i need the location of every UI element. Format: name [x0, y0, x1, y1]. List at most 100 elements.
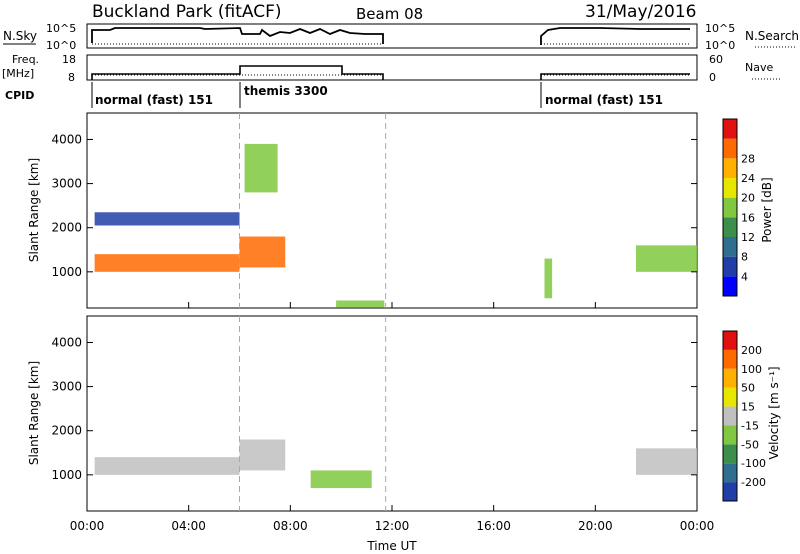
- colorbar-frame: [722, 118, 738, 297]
- nsky-label: N.Sky: [3, 29, 37, 43]
- velocity-frame: [86, 315, 698, 512]
- nsky-right-tick-top: 10^5: [705, 22, 735, 35]
- echo-region-2: [239, 236, 286, 268]
- nave-label: Nave: [745, 61, 773, 74]
- colorbar-segment: [723, 331, 737, 350]
- nsky-frame: [86, 23, 698, 49]
- echo-region-1: [94, 212, 240, 226]
- y-tick-label: 4000: [51, 335, 82, 349]
- colorbar-segment: [723, 217, 737, 237]
- colorbar-tick-label: 50: [741, 382, 755, 395]
- echo-region-1: [239, 439, 286, 471]
- colorbar-segment: [723, 178, 737, 198]
- colorbar-segment: [723, 368, 737, 388]
- colorbar-segment: [723, 119, 737, 139]
- colorbar-segment: [723, 349, 737, 369]
- echo-region-6: [636, 245, 697, 272]
- colorbar-segment: [723, 482, 737, 501]
- freq-left-tick-bottom: 8: [68, 71, 75, 84]
- colorbar-frame: [722, 330, 738, 502]
- y-tick-label: 3000: [51, 380, 82, 394]
- velocity-y-label: Slant Range [km]: [27, 361, 41, 465]
- cpid-segment-3: normal (fast) 151: [545, 93, 663, 107]
- colorbar-segment: [723, 444, 737, 464]
- power-colorbar-label: Power [dB]: [760, 177, 774, 242]
- x-tick-label: 12:00: [375, 519, 410, 533]
- colorbar-tick-label: 4: [741, 270, 748, 283]
- power-panel: 1000 2000 3000 4000 Slant Range [km] 4 8 12 16…: [27, 112, 774, 309]
- cpid-label: CPID: [5, 89, 34, 102]
- velocity-colorbar: 200 100 50 15 -15 -50 -100 -200: [722, 330, 766, 502]
- nsky-panel: N.Sky 10^5 10^0 10^5 10^0 N.Search: [3, 22, 799, 52]
- echo-region-0: [94, 457, 240, 475]
- nsky-trace-2: [540, 27, 690, 45]
- velocity-panel: 1000 2000 3000 4000 Slant Range [km] 200 100…: [27, 315, 781, 512]
- colorbar-segment: [723, 256, 737, 277]
- colorbar-tick-label: 16: [741, 211, 755, 224]
- colorbar-segment: [723, 237, 737, 257]
- y-tick-label: 3000: [51, 177, 82, 191]
- x-tick-label: 20:00: [578, 519, 613, 533]
- velocity-cells: [94, 316, 697, 511]
- cpid-panel: CPID normal (fast) 151 themis 3300 norma…: [5, 82, 663, 108]
- x-axis: 00:00 04:00 08:00 12:00 16:00 20:00 00:00: [70, 302, 714, 533]
- x-tick-label: 04:00: [171, 519, 206, 533]
- colorbar-tick-label: 12: [741, 231, 755, 244]
- colorbar-segment: [723, 463, 737, 483]
- colorbar-tick-label: 8: [741, 251, 748, 264]
- colorbar-tick-label: -50: [741, 438, 759, 451]
- colorbar-segment: [723, 138, 737, 159]
- power-colorbar: 4 8 12 16 20 24 28: [722, 118, 755, 297]
- power-frame: [86, 112, 698, 309]
- power-y-label: Slant Range [km]: [27, 158, 41, 262]
- colorbar-tick-label: -15: [741, 419, 759, 432]
- colorbar-segment: [723, 197, 737, 218]
- station-title: Buckland Park (fitACF): [92, 2, 282, 22]
- freq-label-2: [MHz]: [2, 67, 34, 80]
- colorbar-segment: [723, 387, 737, 407]
- echo-region-2: [310, 470, 372, 489]
- freq-trace-2: [540, 73, 690, 80]
- cpid-segment-1: normal (fast) 151: [95, 93, 213, 107]
- colorbar-tick-label: 200: [741, 344, 762, 357]
- echo-region-5: [544, 258, 553, 299]
- x-tick-label: 16:00: [476, 519, 511, 533]
- colorbar-tick-label: -200: [741, 476, 766, 489]
- x-tick-label: 00:00: [70, 519, 105, 533]
- velocity-colorbar-label: Velocity [m s⁻¹]: [767, 366, 781, 459]
- freq-left-tick-top: 18: [62, 53, 76, 66]
- power-cells: [94, 113, 697, 308]
- y-tick-label: 1000: [51, 468, 82, 482]
- nsky-left-tick-top: 10^5: [46, 22, 76, 35]
- echo-region-0: [94, 254, 240, 272]
- freq-right-tick-bottom: 0: [709, 71, 716, 84]
- echo-region-4: [336, 300, 385, 308]
- colorbar-tick-label: 15: [741, 401, 755, 414]
- date-title: 31/May/2016: [585, 2, 697, 22]
- velocity-y-axis: 1000 2000 3000 4000: [51, 335, 697, 482]
- nsky-trace-1: [91, 27, 384, 44]
- freq-right-tick-top: 60: [709, 53, 723, 66]
- echo-region-3: [636, 448, 697, 475]
- freq-trace-1: [91, 65, 384, 80]
- y-tick-label: 4000: [51, 132, 82, 146]
- colorbar-tick-label: 24: [741, 172, 755, 185]
- beam-title: Beam 08: [356, 5, 423, 23]
- nsearch-label: N.Search: [745, 29, 799, 43]
- y-tick-label: 1000: [51, 265, 82, 279]
- nsky-left-tick-bottom: 10^0: [46, 39, 76, 52]
- colorbar-segment: [723, 276, 737, 296]
- freq-label-1: Freq.: [12, 53, 39, 66]
- y-tick-label: 2000: [51, 221, 82, 235]
- x-axis-label: Time UT: [366, 539, 417, 553]
- colorbar-segment: [723, 406, 737, 426]
- nsky-right-tick-bottom: 10^0: [705, 39, 735, 52]
- colorbar-segment: [723, 425, 737, 445]
- x-tick-label: 08:00: [273, 519, 308, 533]
- cpid-segment-2: themis 3300: [244, 84, 328, 98]
- colorbar-tick-label: 28: [741, 152, 755, 165]
- colorbar-tick-label: -100: [741, 457, 766, 470]
- colorbar-tick-label: 20: [741, 192, 755, 205]
- freq-frame: [86, 54, 698, 81]
